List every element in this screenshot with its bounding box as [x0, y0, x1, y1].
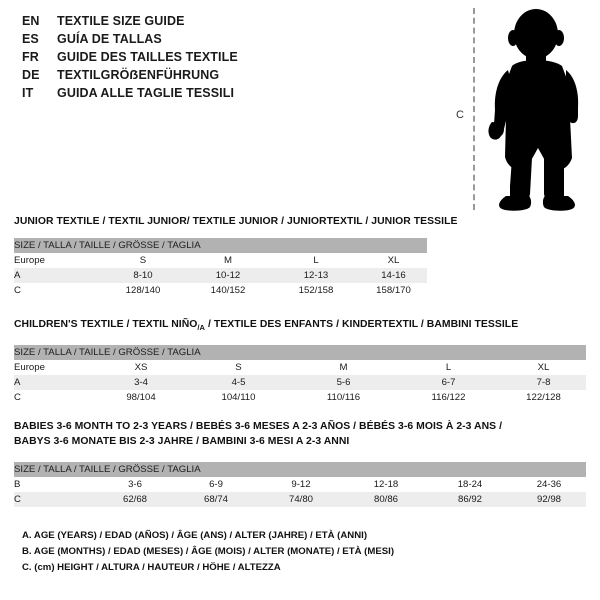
junior-size-table: SIZE / TALLA / TAILLE / GRÖSSE / TAGLIA … [14, 238, 427, 298]
legend-row-b: B. AGE (MONTHS) / EDAD (MESES) / ÂGE (MO… [22, 546, 395, 557]
table-cell: L [396, 360, 501, 375]
row-label: C [14, 492, 96, 507]
table-cell: 122/128 [501, 390, 586, 405]
table-row: A 8-10 10-12 12-13 14-16 [14, 268, 427, 283]
language-code: IT [22, 86, 34, 100]
language-row: ES GUÍA DE TALLAS [22, 30, 442, 48]
language-title: GUIDE DES TAILLES TEXTILE [57, 50, 238, 64]
row-label: A [14, 375, 96, 390]
language-title: TEXTILE SIZE GUIDE [57, 14, 185, 28]
language-code: ES [22, 32, 39, 46]
babies-size-table: SIZE / TALLA / TAILLE / GRÖSSE / TAGLIA … [14, 462, 586, 507]
table-cell: XL [360, 253, 427, 268]
babies-section-title: BABIES 3-6 MONTH TO 2-3 YEARS / BEBÉS 3-… [14, 421, 502, 447]
table-cell: 92/98 [512, 492, 586, 507]
language-title: TEXTILGRÖẞENFÜHRUNG [57, 68, 220, 82]
table-band-row: SIZE / TALLA / TAILLE / GRÖSSE / TAGLIA [14, 238, 427, 253]
table-cell: 10-12 [184, 268, 272, 283]
table-cell: 3-6 [96, 477, 174, 492]
table-cell: 9-12 [258, 477, 344, 492]
table-cell: 3-4 [96, 375, 186, 390]
table-cell: L [272, 253, 360, 268]
table-row: C 98/104 104/110 110/116 116/122 122/128 [14, 390, 586, 405]
table-cell: 7-8 [501, 375, 586, 390]
table-cell: 62/68 [96, 492, 174, 507]
table-cell: 116/122 [396, 390, 501, 405]
table-row: A 3-4 4-5 5-6 6-7 7-8 [14, 375, 586, 390]
row-label: Europe [14, 360, 96, 375]
height-diagram: C [440, 4, 600, 214]
table-band-label: SIZE / TALLA / TAILLE / GRÖSSE / TAGLIA [14, 238, 427, 253]
table-cell: 5-6 [291, 375, 396, 390]
table-cell: 12-18 [344, 477, 428, 492]
table-cell: M [291, 360, 396, 375]
table-cell: 8-10 [102, 268, 184, 283]
table-cell: 12-13 [272, 268, 360, 283]
table-cell: 68/74 [174, 492, 258, 507]
table-cell: XS [96, 360, 186, 375]
junior-section-title: JUNIOR TEXTILE / TEXTIL JUNIOR/ TEXTILE … [14, 216, 458, 227]
height-measure-dashed-line [473, 8, 475, 210]
legend-row-c: C. (cm) HEIGHT / ALTURA / HAUTEUR / HÖHE… [22, 562, 281, 573]
row-label: B [14, 477, 96, 492]
table-row: C 128/140 140/152 152/158 158/170 [14, 283, 427, 298]
language-title-list: EN TEXTILE SIZE GUIDE ES GUÍA DE TALLAS … [22, 12, 442, 102]
language-title: GUÍA DE TALLAS [57, 32, 162, 46]
table-band-row: SIZE / TALLA / TAILLE / GRÖSSE / TAGLIA [14, 462, 586, 477]
table-row: B 3-6 6-9 9-12 12-18 18-24 24-36 [14, 477, 586, 492]
children-size-table: SIZE / TALLA / TAILLE / GRÖSSE / TAGLIA … [14, 345, 586, 405]
table-row: Europe XS S M L XL [14, 360, 586, 375]
table-band-label: SIZE / TALLA / TAILLE / GRÖSSE / TAGLIA [14, 462, 586, 477]
table-row: C 62/68 68/74 74/80 80/86 86/92 92/98 [14, 492, 586, 507]
children-title-part1: CHILDREN'S TEXTILE / TEXTIL NIÑO [14, 319, 198, 330]
children-title-part2: / TEXTILE DES ENFANTS / KINDERTEXTIL / B… [205, 319, 519, 330]
row-label: C [14, 283, 102, 298]
table-cell: 74/80 [258, 492, 344, 507]
children-section-title: CHILDREN'S TEXTILE / TEXTIL NIÑO/A / TEX… [14, 319, 518, 332]
row-label: Europe [14, 253, 102, 268]
table-cell: 158/170 [360, 283, 427, 298]
language-row: FR GUIDE DES TAILLES TEXTILE [22, 48, 442, 66]
language-row: IT GUIDA ALLE TAGLIE TESSILI [22, 84, 442, 102]
table-cell: 6-7 [396, 375, 501, 390]
height-measure-label: C [456, 109, 464, 121]
babies-title-line2: BABYS 3-6 MONATE BIS 2-3 JAHRE / BAMBINI… [14, 436, 350, 447]
table-cell: 80/86 [344, 492, 428, 507]
table-cell: M [184, 253, 272, 268]
language-code: DE [22, 68, 40, 82]
table-cell: S [186, 360, 291, 375]
table-band-row: SIZE / TALLA / TAILLE / GRÖSSE / TAGLIA [14, 345, 586, 360]
table-cell: S [102, 253, 184, 268]
language-code: FR [22, 50, 39, 64]
table-cell: 140/152 [184, 283, 272, 298]
legend-block: A. AGE (YEARS) / EDAD (AÑOS) / ÂGE (ANS)… [22, 528, 394, 576]
table-cell: 14-16 [360, 268, 427, 283]
row-label: A [14, 268, 102, 283]
language-title: GUIDA ALLE TAGLIE TESSILI [57, 86, 235, 100]
table-cell: 24-36 [512, 477, 586, 492]
table-cell: 18-24 [428, 477, 512, 492]
language-row: EN TEXTILE SIZE GUIDE [22, 12, 442, 30]
table-band-label: SIZE / TALLA / TAILLE / GRÖSSE / TAGLIA [14, 345, 586, 360]
babies-title-line1: BABIES 3-6 MONTH TO 2-3 YEARS / BEBÉS 3-… [14, 421, 503, 432]
table-cell: 6-9 [174, 477, 258, 492]
language-row: DE TEXTILGRÖẞENFÜHRUNG [22, 66, 442, 84]
table-cell: 86/92 [428, 492, 512, 507]
table-cell: 98/104 [96, 390, 186, 405]
language-code: EN [22, 14, 40, 28]
legend-row-a: A. AGE (YEARS) / EDAD (AÑOS) / ÂGE (ANS)… [22, 530, 368, 541]
row-label: C [14, 390, 96, 405]
table-cell: 128/140 [102, 283, 184, 298]
child-silhouette-icon [488, 9, 579, 211]
children-title-subscript: /A [197, 323, 206, 333]
table-cell: 4-5 [186, 375, 291, 390]
table-cell: 104/110 [186, 390, 291, 405]
table-row: Europe S M L XL [14, 253, 427, 268]
table-cell: 152/158 [272, 283, 360, 298]
table-cell: 110/116 [291, 390, 396, 405]
table-cell: XL [501, 360, 586, 375]
